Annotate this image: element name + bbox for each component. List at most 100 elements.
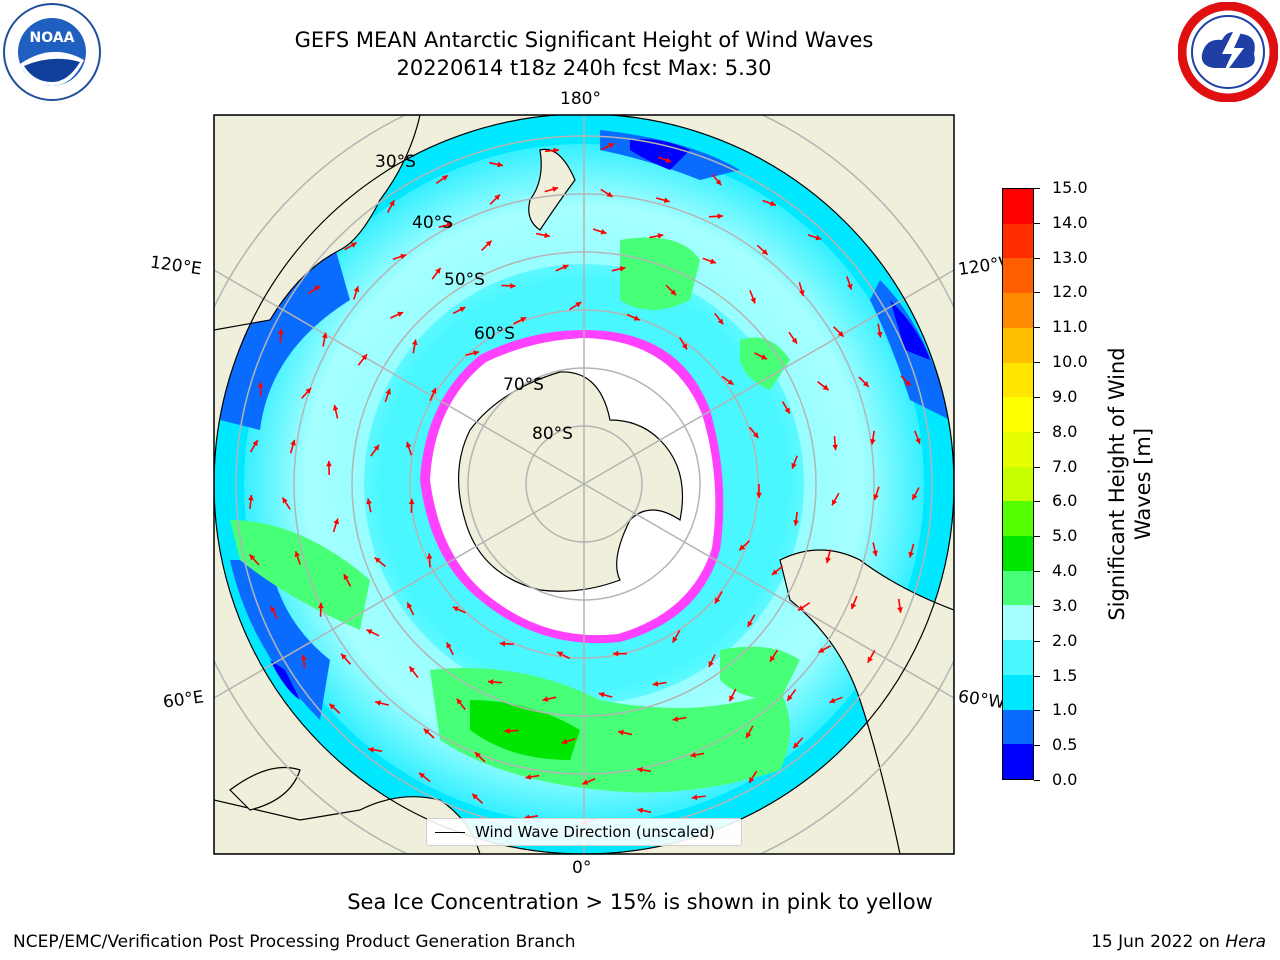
wind-arrow-head [729, 695, 735, 702]
wind-arrow-head [606, 191, 613, 197]
wind-arrow-head [691, 794, 698, 801]
wave-patch-lowest [270, 660, 300, 700]
colorbar-segment [1003, 605, 1033, 641]
wind-arrow-head [446, 222, 453, 228]
legend-line-swatch [435, 831, 465, 833]
wind-arrow-head [749, 776, 755, 783]
wind-arrow-head [350, 242, 357, 248]
wind-arrow-head [270, 606, 276, 613]
wind-arrow-head [727, 379, 734, 385]
colorbar-segment [1003, 536, 1033, 571]
wind-arrow-head [435, 267, 441, 274]
wind-arrow-head [368, 746, 374, 753]
wind-arrow-head [389, 200, 395, 207]
colorbar-segment [1003, 327, 1033, 363]
wave-patch-high [470, 700, 580, 760]
wind-arrow-head [739, 544, 746, 551]
wind-arrow-head [915, 437, 921, 444]
wind-arrow-head [815, 234, 822, 241]
wave-patch-high [740, 337, 790, 390]
wind-arrow-head [690, 752, 696, 758]
wind-arrow-head [633, 315, 640, 321]
wind-arrow-head [314, 285, 321, 292]
wind-arrow-head [499, 640, 506, 647]
wind-arrow-head [717, 318, 724, 325]
wind-arrow-head [791, 337, 798, 344]
wind-arrow-head [825, 557, 831, 564]
madagascar [229, 766, 301, 811]
wind-arrow-head [408, 498, 415, 505]
wind-arrow-head [582, 779, 589, 785]
wind-arrow-head [747, 620, 753, 627]
wind-arrow-head [791, 462, 797, 469]
wind-arrows [247, 142, 921, 825]
wind-arrow-head [760, 354, 767, 360]
wind-arrow-head [710, 258, 716, 264]
lon-label-180: 180° [560, 89, 601, 109]
colorbar-tick-label: 1.5 [1052, 665, 1078, 685]
wave-patch-high [430, 668, 790, 793]
wind-arrow-head [769, 655, 776, 662]
wave-patch-high [620, 237, 700, 310]
wind-arrow-head [423, 728, 430, 735]
colorbar-segment [1003, 293, 1033, 328]
wind-arrow-head [249, 554, 256, 561]
colorbar-label: Significant Height of Wind Waves [m] [1105, 347, 1155, 621]
wind-arrow-head [405, 441, 412, 448]
colorbar-segment [1003, 431, 1033, 467]
colorbar-segment [1003, 223, 1033, 259]
wind-arrow-head [400, 253, 407, 260]
colorbar-tick-label: 10.0 [1052, 352, 1088, 372]
wind-arrow-head [867, 656, 873, 663]
legend-label: Wind Wave Direction (unscaled) [475, 823, 715, 841]
colorbar-tick-label: 1.0 [1052, 700, 1078, 720]
wind-arrow-head [282, 497, 288, 504]
wind-arrow-head [771, 569, 778, 575]
wave-patch-low [230, 560, 330, 720]
nws-logo [1178, 2, 1278, 102]
wind-arrow-head [670, 289, 677, 296]
wind-arrow-head [553, 147, 559, 154]
colorbar-segment [1003, 744, 1033, 779]
wind-arrow-head [397, 311, 404, 318]
wind-arrow-head [612, 650, 619, 657]
lon-label-0: 0° [572, 858, 592, 878]
title-line-2: 20220614 t18z 240h fcst Max: 5.30 [396, 56, 772, 80]
wind-arrow-head [832, 444, 839, 451]
wind-arrow-head [332, 404, 339, 411]
colorbar-segment [1003, 709, 1033, 745]
wind-arrow-head [373, 444, 380, 451]
wind-arrow-head [618, 729, 624, 736]
wind-arrow-head [665, 157, 672, 163]
wind-arrow-head [375, 700, 381, 706]
wind-arrow-head [504, 727, 510, 734]
wind-arrow-head [575, 302, 582, 308]
wind-arrow-head [329, 703, 336, 710]
wind-arrow-head [473, 350, 480, 356]
wind-arrow-head [317, 602, 324, 609]
wind-arrow-head [525, 774, 532, 780]
colorbar-tick-label: 12.0 [1052, 282, 1088, 302]
wind-arrow-head [862, 381, 869, 387]
wind-arrow-head [750, 297, 756, 304]
noaa-logo: NOAA [3, 3, 101, 101]
wind-arrow-head [472, 793, 478, 800]
colorbar [1002, 188, 1034, 780]
wind-arrow-head [552, 186, 559, 192]
wind-arrow-head [411, 339, 418, 346]
wind-arrow-head [873, 494, 879, 500]
wind-arrow-head [441, 175, 448, 181]
wind-arrow-head [799, 289, 805, 296]
wind-arrow-head [850, 603, 857, 610]
wind-arrow-head [407, 602, 413, 609]
wind-arrow-head [672, 716, 679, 722]
wind-arrow-head [832, 499, 838, 506]
colorbar-tick-label: 0.5 [1052, 735, 1078, 755]
wind-arrow-head [562, 264, 569, 270]
wind-arrow-head [544, 232, 550, 239]
wind-arrow-head [637, 807, 644, 814]
lat-label-60s: 60°S [474, 324, 515, 344]
wind-arrow-head [252, 440, 258, 447]
wind-arrow-head [908, 551, 914, 558]
australia [214, 115, 421, 331]
